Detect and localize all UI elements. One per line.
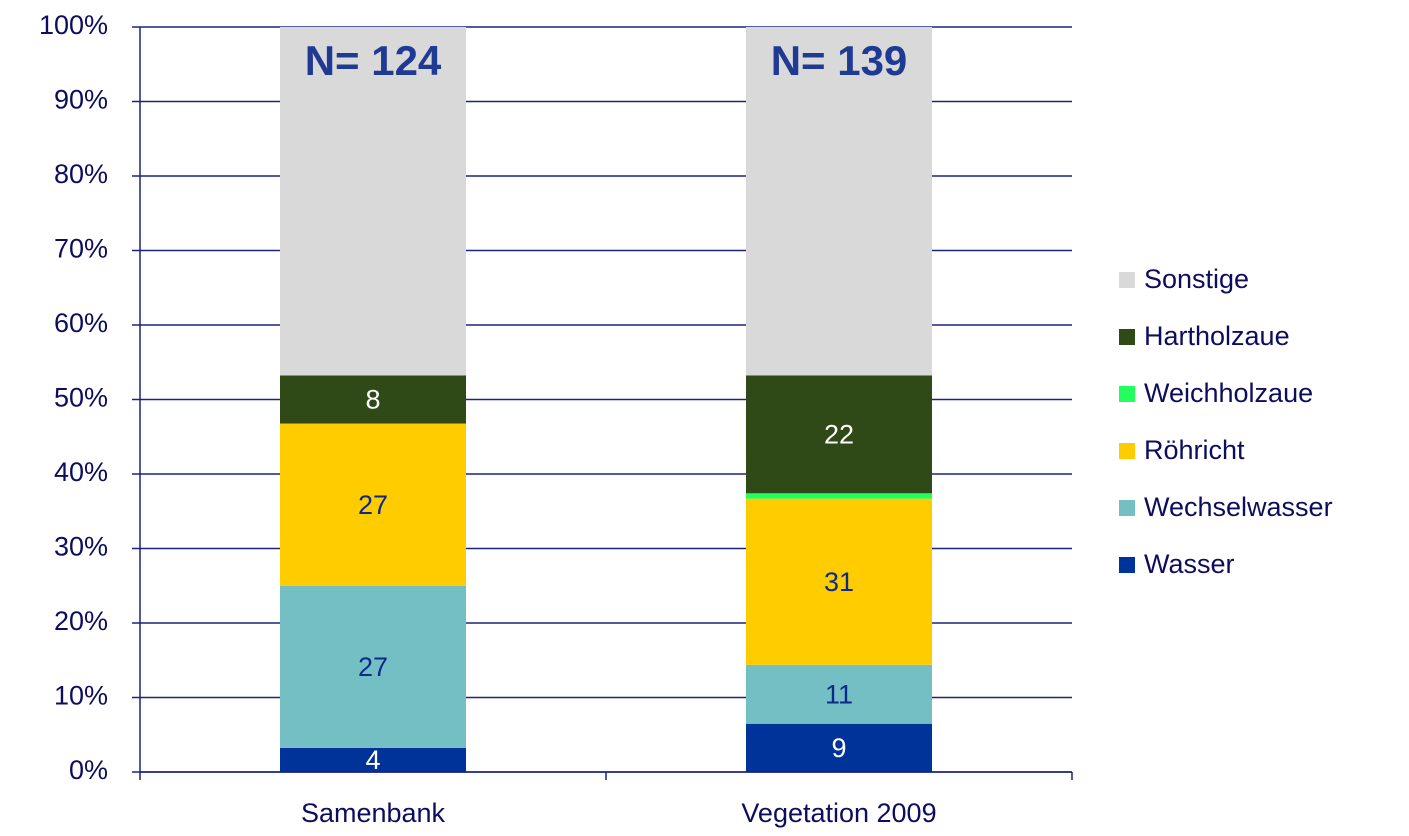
y-tick-label: 30% <box>54 532 108 562</box>
legend-swatch <box>1119 500 1135 516</box>
data-label: 11 <box>825 679 853 709</box>
data-label: 4 <box>365 745 380 775</box>
x-tick-label: Vegetation 2009 <box>741 798 936 828</box>
data-label: 9 <box>831 733 846 763</box>
data-label: 27 <box>358 652 388 682</box>
legend-label: Sonstige <box>1144 264 1249 294</box>
legend-label: Röhricht <box>1144 435 1245 465</box>
y-tick-label: 60% <box>54 308 108 338</box>
y-tick-label: 20% <box>54 606 108 636</box>
data-label: 22 <box>824 419 854 449</box>
data-label: 8 <box>365 385 380 415</box>
bar-segment <box>280 747 466 772</box>
bar-segment <box>746 493 932 499</box>
bar-segment <box>746 723 932 772</box>
y-tick-label: 50% <box>54 383 108 413</box>
bar-segment <box>280 27 466 376</box>
legend-label: Weichholzaue <box>1144 378 1313 408</box>
y-tick-label: 100% <box>39 10 108 40</box>
legend-swatch <box>1119 557 1135 573</box>
y-tick-label: 70% <box>54 234 108 264</box>
legend-swatch <box>1119 329 1135 345</box>
bar-segment <box>280 585 466 748</box>
legend-swatch <box>1119 443 1135 459</box>
annotation: N= 124 <box>305 37 442 84</box>
bar-segment <box>280 423 466 586</box>
legend-label: Wasser <box>1144 549 1235 579</box>
legend-swatch <box>1119 272 1135 288</box>
y-tick-label: 90% <box>54 85 108 115</box>
annotation: N= 139 <box>771 37 908 84</box>
legend-swatch <box>1119 386 1135 402</box>
bar-segment <box>746 664 932 724</box>
x-tick-label: Samenbank <box>301 798 446 828</box>
bar-segment <box>746 27 932 376</box>
bar-segment <box>280 375 466 424</box>
data-label: 31 <box>824 567 854 597</box>
y-tick-label: 80% <box>54 159 108 189</box>
y-tick-label: 0% <box>69 755 108 785</box>
bar-segment <box>746 375 932 494</box>
data-label: 27 <box>358 490 388 520</box>
y-tick-label: 40% <box>54 457 108 487</box>
legend-label: Wechselwasser <box>1144 492 1333 522</box>
legend-label: Hartholzaue <box>1144 321 1290 351</box>
bar-segment <box>746 498 932 665</box>
y-tick-label: 10% <box>54 681 108 711</box>
